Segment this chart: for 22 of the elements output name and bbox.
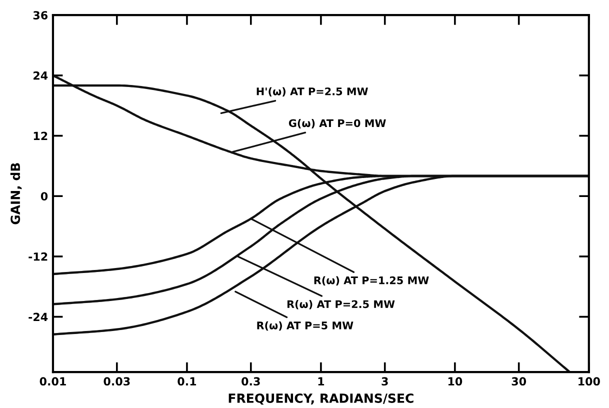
x-tick-label: 3 [382,377,388,386]
annotation: G(ω) AT P=0 MW [288,119,386,128]
x-tick-label: 0.01 [40,377,66,386]
annotation: R(ω) AT P=1.25 MW [314,276,429,286]
y-tick-label: 24 [34,71,48,80]
x-tick-label: 0.3 [242,377,260,386]
x-tick-label: 100 [578,377,600,386]
x-tick-label: 0.1 [178,377,196,386]
annotation: H'(ω) AT P=2.5 MW [256,87,368,97]
y-tick-label: 36 [33,11,48,20]
annotation: R(ω) AT P=5 MW [257,321,354,331]
y-axis-title: GAIN, dB [10,163,22,224]
x-tick-label: 30 [512,377,526,386]
y-tick-label: 0 [40,192,48,200]
y-tick-label: 12 [34,132,48,140]
x-tick-label: 1 [318,377,324,386]
x-tick-label: 0.03 [104,377,130,386]
y-tick-label: -24 [28,312,48,322]
x-tick-label: 10 [448,377,462,386]
x-axis-title: FREQUENCY, RADIANS/SEC [228,393,414,405]
annotation: R(ω) AT P=2.5 MW [287,300,395,310]
y-tick-label: -12 [28,252,48,261]
